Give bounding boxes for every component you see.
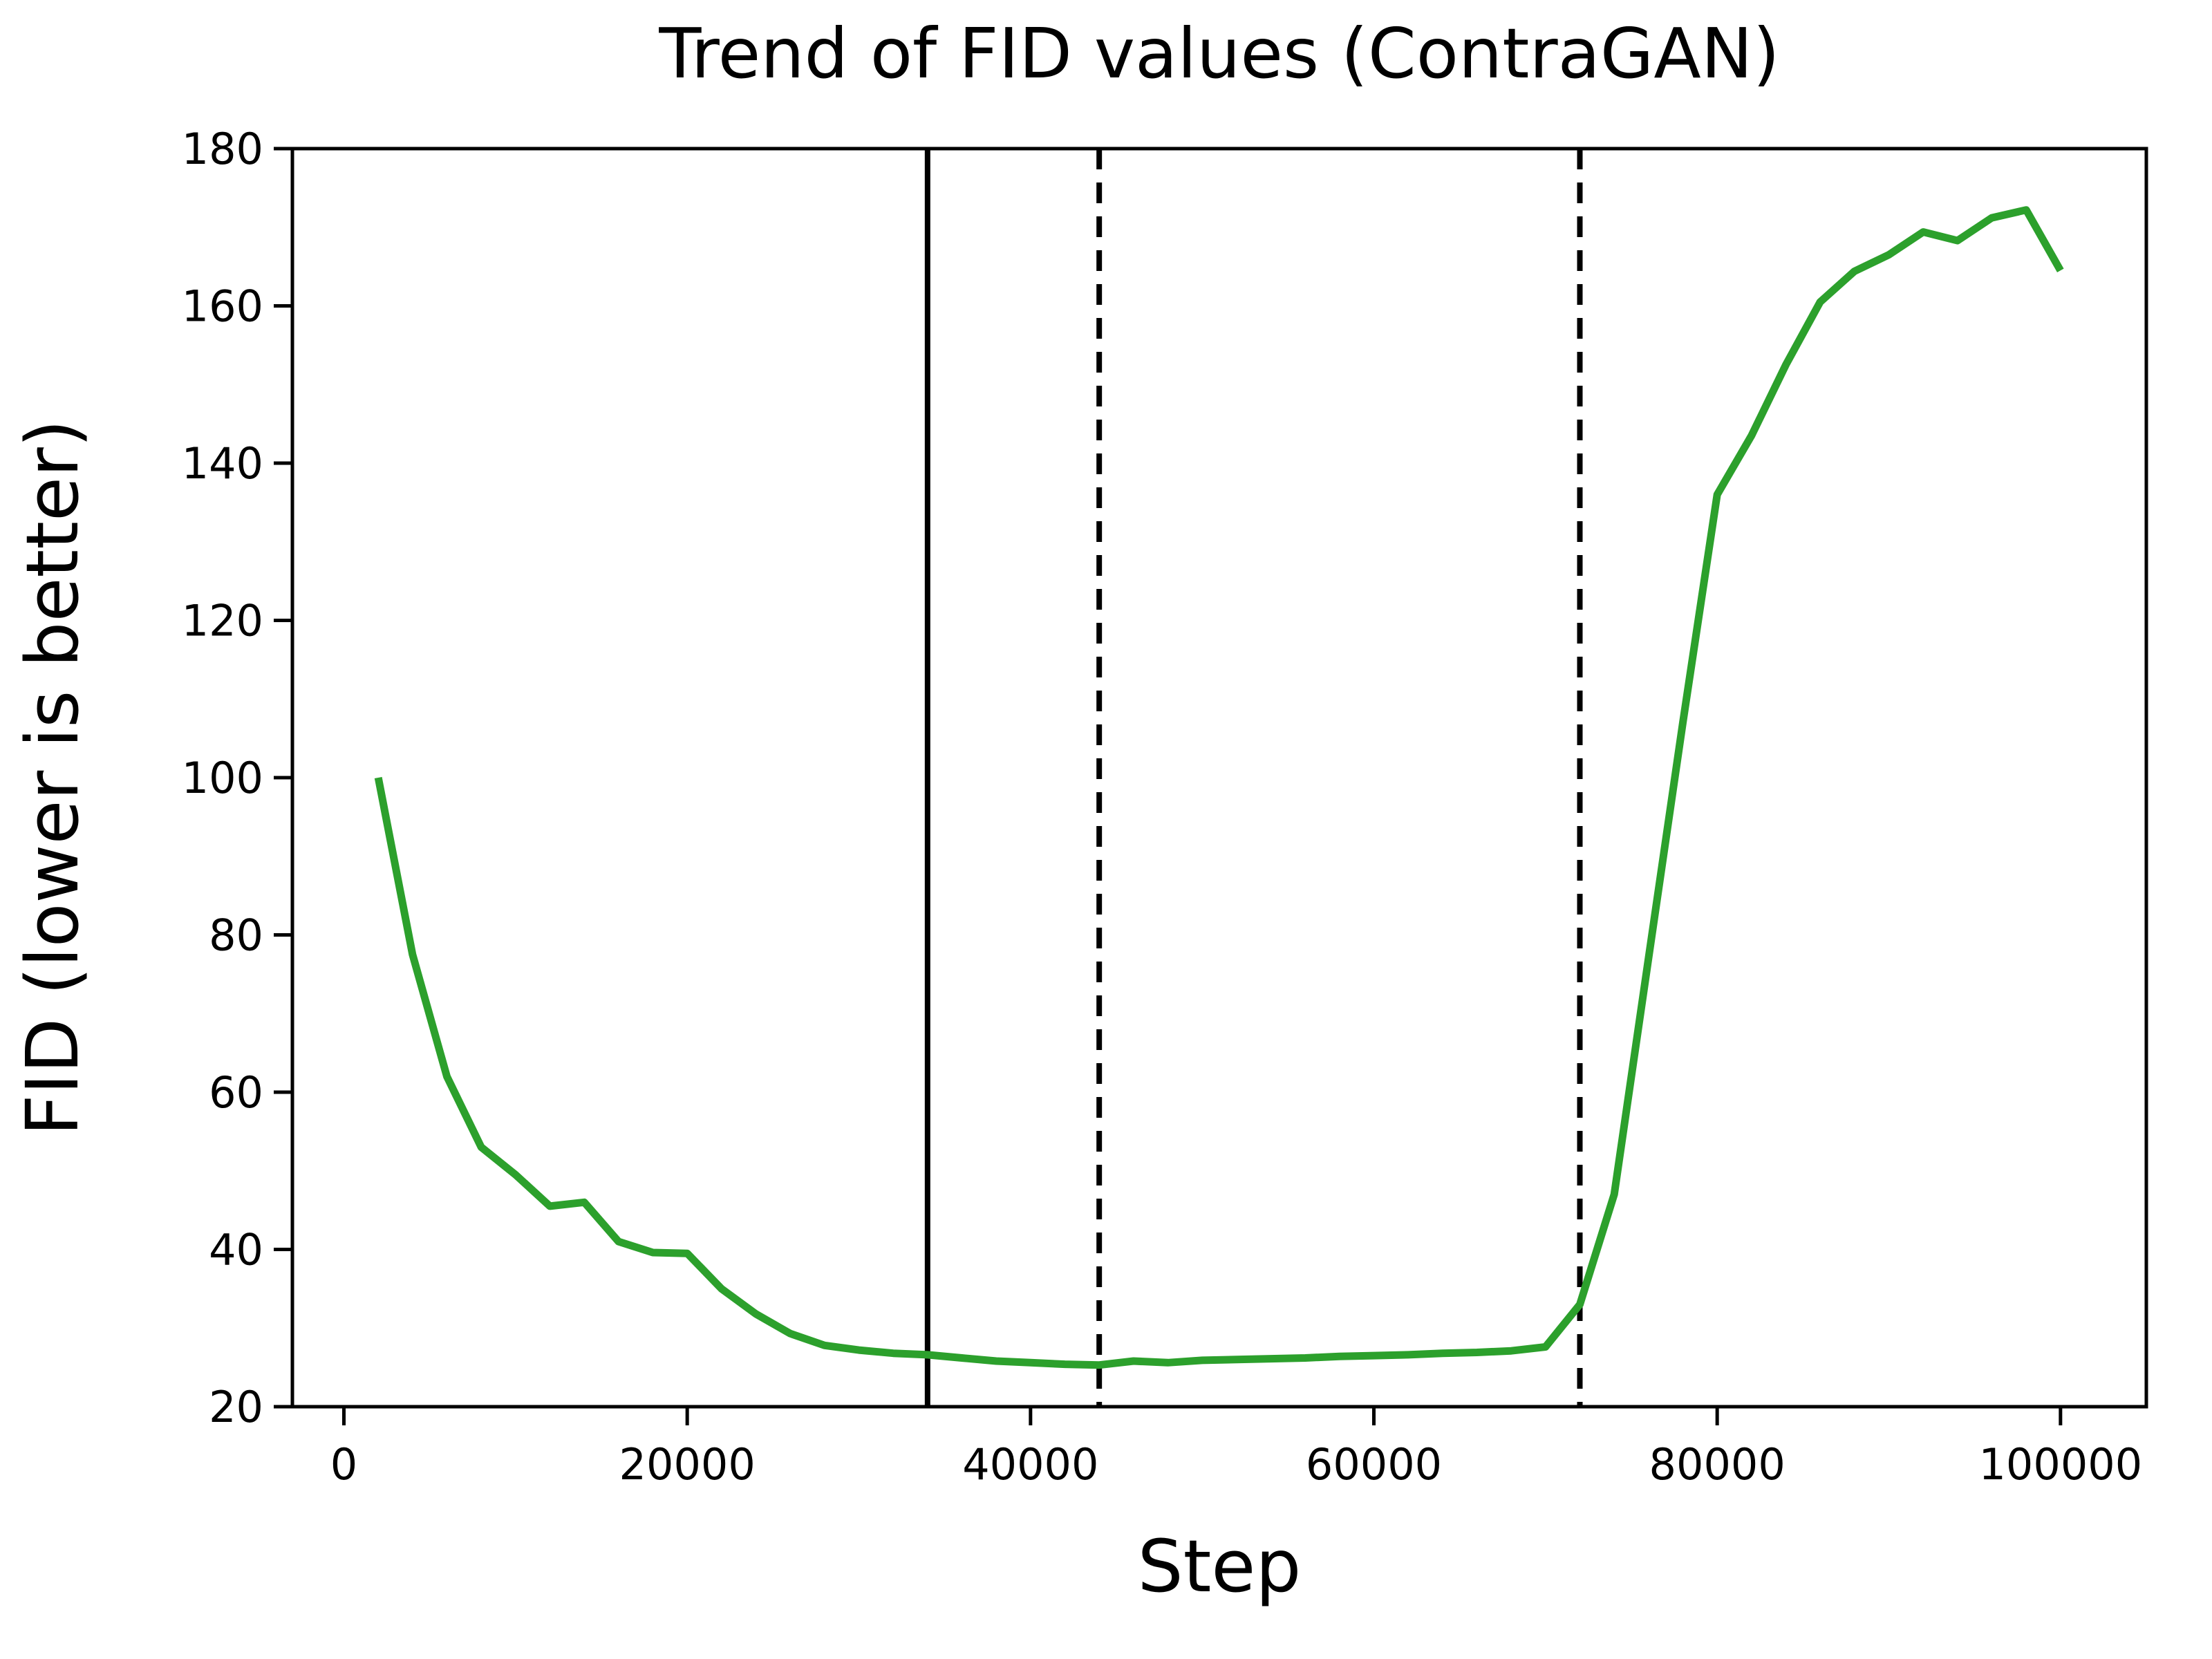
y-tick-label: 180 bbox=[182, 124, 263, 174]
x-tick-label: 0 bbox=[330, 1439, 357, 1490]
axes-frame bbox=[290, 147, 2148, 1409]
fid-line-series bbox=[374, 206, 2064, 1369]
y-tick-label: 140 bbox=[182, 438, 263, 489]
x-tick-label: 80000 bbox=[1649, 1439, 1785, 1490]
chart-title: Trend of FID values (ContraGAN) bbox=[658, 13, 1779, 94]
x-tick-label: 40000 bbox=[962, 1439, 1098, 1490]
plot-area: 0 20000 40000 60000 80000 100000 20 40 60 80 100 12… bbox=[182, 124, 2148, 1490]
y-tick-label: 60 bbox=[209, 1067, 263, 1118]
x-tick-label: 20000 bbox=[619, 1439, 756, 1490]
y-tick-label: 80 bbox=[209, 910, 263, 961]
x-tick-label: 100000 bbox=[1978, 1439, 2142, 1490]
x-tick-label: 60000 bbox=[1306, 1439, 1442, 1490]
x-axis-label: Step bbox=[1138, 1524, 1302, 1609]
y-tick-label: 100 bbox=[182, 753, 263, 803]
y-tick-label: 20 bbox=[209, 1382, 263, 1432]
y-axis-label: FID (lower is better) bbox=[10, 420, 95, 1136]
y-tick-label: 160 bbox=[182, 281, 263, 332]
y-tick-label: 120 bbox=[182, 596, 263, 646]
y-tick-label: 40 bbox=[209, 1225, 263, 1275]
